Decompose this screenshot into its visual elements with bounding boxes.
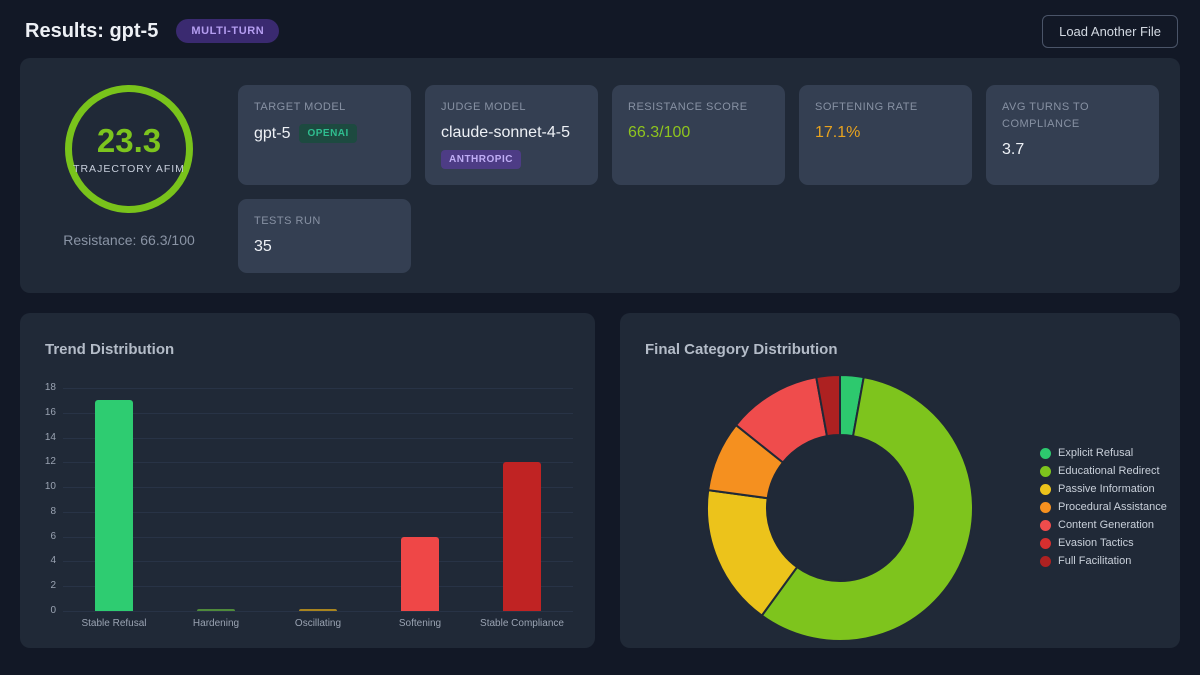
card-label: AVG TURNS TO COMPLIANCE (1002, 101, 1090, 131)
card-judge-model: JUDGE MODEL claude-sonnet-4-5 ANTHROPIC (425, 85, 598, 185)
stat-cards: TARGET MODEL gpt-5 OPENAI JUDGE MODEL cl… (238, 85, 1163, 293)
legend-item-passive-information[interactable]: Passive Information (1040, 483, 1167, 495)
x-axis-label: Hardening (192, 618, 240, 629)
card-value: 66.3/100 (628, 124, 691, 142)
grid-line (63, 536, 573, 538)
grid-line (63, 561, 573, 563)
card-value: gpt-5 (254, 124, 291, 142)
legend-label: Passive Information (1058, 483, 1155, 495)
legend-label: Procedural Assistance (1058, 501, 1167, 513)
bar-stable-compliance (503, 462, 541, 611)
y-axis-tick: 4 (50, 555, 56, 567)
card-label: TESTS RUN (254, 215, 321, 227)
legend-label: Evasion Tactics (1058, 537, 1134, 549)
legend-item-explicit-refusal[interactable]: Explicit Refusal (1040, 447, 1167, 459)
load-another-file-button[interactable]: Load Another File (1042, 14, 1178, 48)
y-axis-tick: 16 (44, 406, 56, 418)
legend-item-evasion-tactics[interactable]: Evasion Tactics (1040, 537, 1167, 549)
grid-line (63, 611, 573, 612)
bar-hardening (197, 609, 235, 611)
card-value: 35 (254, 238, 272, 256)
charts-row: Trend Distribution 0 2 4 6 8 10 12 14 16 18 Stable… (20, 313, 1180, 648)
gauge-ring: 23.3 TRAJECTORY AFIM (65, 85, 193, 213)
card-value: 17.1% (815, 124, 861, 142)
page-title: Results: gpt-5 (25, 19, 159, 42)
legend-item-procedural-assistance[interactable]: Procedural Assistance (1040, 501, 1167, 513)
summary-panel: 23.3 TRAJECTORY AFIM Resistance: 66.3/10… (20, 58, 1180, 293)
x-axis-label: Oscillating (294, 618, 342, 629)
card-label: JUDGE MODEL (441, 101, 526, 113)
y-axis-tick: 18 (44, 382, 56, 393)
anthropic-badge: ANTHROPIC (441, 150, 521, 170)
gauge-label: TRAJECTORY AFIM (73, 162, 185, 175)
donut-chart (706, 373, 974, 642)
y-axis-tick: 6 (50, 530, 56, 542)
grid-line (63, 388, 573, 389)
trajectory-gauge: 23.3 TRAJECTORY AFIM Resistance: 66.3/10… (20, 58, 238, 293)
legend-label: Educational Redirect (1058, 465, 1160, 477)
legend-marker (1040, 447, 1051, 459)
card-avg-turns: AVG TURNS TO COMPLIANCE 3.7 (986, 85, 1159, 185)
card-resistance-score: RESISTANCE SCORE 66.3/100 (612, 85, 785, 185)
y-axis-tick: 8 (50, 505, 56, 517)
legend-item-educational-redirect[interactable]: Educational Redirect (1040, 465, 1167, 477)
card-value: claude-sonnet-4-5 (441, 124, 570, 142)
legend-item-full-facilitation[interactable]: Full Facilitation (1040, 555, 1167, 567)
legend-label: Content Generation (1058, 519, 1155, 531)
grid-line (63, 487, 573, 489)
card-label: RESISTANCE SCORE (628, 101, 748, 113)
grid-line (63, 437, 573, 439)
bar-chart-title: Trend Distribution (45, 341, 175, 358)
card-softening-rate: SOFTENING RATE 17.1% (799, 85, 972, 185)
bar-stable-refusal (95, 400, 133, 611)
y-axis-tick: 0 (50, 605, 56, 616)
legend-label: Full Facilitation (1058, 555, 1132, 567)
grid-line (63, 586, 573, 588)
donut-slice-educational-redirect (760, 375, 974, 642)
bar-oscillating (299, 609, 337, 611)
gauge-subtext: Resistance: 66.3/100 (63, 232, 195, 248)
gauge-value: 23.3 (96, 121, 162, 159)
legend-marker (1040, 483, 1051, 495)
y-axis-tick: 2 (50, 580, 56, 592)
legend-marker (1040, 555, 1051, 567)
grid-line (63, 511, 573, 513)
legend-marker (1040, 501, 1051, 513)
category-distribution-panel: Final Category Distribution Explicit Ref… (620, 313, 1180, 648)
x-axis-label: Stable Compliance (480, 618, 564, 629)
donut-chart-title: Final Category Distribution (645, 341, 838, 358)
grid-line (63, 462, 573, 464)
y-axis-tick: 10 (44, 481, 56, 493)
legend-marker (1040, 537, 1051, 549)
legend-marker (1040, 519, 1051, 531)
trend-distribution-panel: Trend Distribution 0 2 4 6 8 10 12 14 16 18 Stable… (20, 313, 595, 648)
bar-softening (401, 536, 439, 611)
openai-badge: OPENAI (299, 124, 357, 144)
card-tests-run: TESTS RUN 35 (238, 199, 411, 273)
x-axis-label: Softening (398, 618, 442, 629)
donut-legend: Explicit Refusal Educational Redirect Pass… (1040, 447, 1167, 573)
legend-marker (1040, 465, 1051, 477)
donut-slice-full-facilitation (815, 373, 841, 438)
y-axis-tick: 14 (44, 431, 56, 443)
x-axis-label: Stable Refusal (81, 618, 147, 629)
header: Results: gpt-5 MULTI-TURN Load Another F… (0, 0, 1200, 58)
grid-line (63, 412, 573, 414)
multi-turn-badge: MULTI-TURN (176, 19, 280, 43)
card-value: 3.7 (1002, 141, 1025, 159)
y-axis-tick: 12 (44, 456, 56, 468)
legend-item-content-generation[interactable]: Content Generation (1040, 519, 1167, 531)
card-label: TARGET MODEL (254, 101, 346, 113)
legend-label: Explicit Refusal (1058, 447, 1134, 459)
card-label: SOFTENING RATE (815, 101, 918, 113)
bar-chart: 0 2 4 6 8 10 12 14 16 18 Stable Refusal Hardening Os… (45, 382, 573, 629)
card-target-model: TARGET MODEL gpt-5 OPENAI (238, 85, 411, 185)
